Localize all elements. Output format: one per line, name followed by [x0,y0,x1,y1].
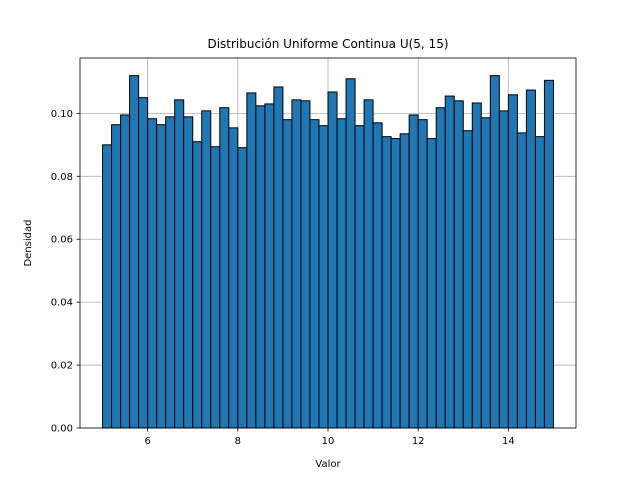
histogram-bar [507,94,518,429]
histogram-bar [372,122,383,429]
histogram-bar [237,147,248,429]
histogram-bar [102,144,113,429]
histogram-bar [408,114,419,429]
y-tick-label: 0.04 [51,298,73,309]
chart-title: Distribución Uniforme Continua U(5, 15) [207,37,448,51]
histogram-bar [300,100,311,429]
histogram-bar [210,146,221,429]
histogram-bar [255,105,266,429]
histogram-bar [291,99,302,429]
histogram-bar [345,78,356,429]
x-axis-label: Valor [315,459,341,470]
x-tick-label: 6 [144,436,150,447]
histogram-bar [156,124,167,429]
y-tick-label: 0.00 [51,424,73,435]
x-axis-ticks: 6 8 10 12 14 [144,428,515,447]
histogram-bar [327,91,338,429]
histogram-bar [390,138,401,429]
histogram-bar [399,133,410,429]
histogram-bar [165,116,176,429]
x-tick-label: 12 [412,436,425,447]
histogram-bar [147,118,158,429]
histogram-bar [471,102,482,429]
x-tick-label: 14 [502,436,515,447]
histogram-bar [516,132,527,429]
histogram-bar [426,138,437,429]
histogram-bar [417,119,428,429]
y-axis-ticks: 0.00 0.02 0.04 0.06 0.08 0.10 [51,109,80,435]
histogram-bar [453,100,464,429]
histogram-bar [183,116,194,429]
histogram-bar [480,117,491,429]
y-axis-label: Densidad [23,219,34,266]
histogram-bar [435,107,446,429]
histogram-bar [264,103,275,429]
histogram-bar [282,119,293,429]
histogram-bar [462,130,473,429]
histogram-bar [543,79,554,429]
histogram-bar [525,89,536,429]
histogram-bar [273,86,284,429]
y-tick-label: 0.10 [51,109,73,120]
y-tick-label: 0.06 [51,235,73,246]
histogram-bar [534,136,545,429]
histogram-bar [138,97,149,429]
histogram-bar [129,75,140,429]
histogram-bar [336,118,347,429]
histogram-bar [363,99,374,429]
histogram-bar [498,110,509,429]
histogram-bar [174,99,185,429]
x-tick-label: 8 [235,436,241,447]
histogram-bar [489,75,500,429]
histogram-bar [318,125,329,429]
histogram-bar [381,136,392,429]
histogram-bar [192,141,203,429]
histogram-bar [309,119,320,429]
histogram-bar [219,107,230,429]
histogram-bar [201,110,212,429]
x-tick-label: 10 [322,436,335,447]
histogram-bar [354,125,365,429]
histogram-bar [228,127,239,429]
histogram-bar [444,95,455,429]
histogram-bar [120,114,131,429]
histogram-bar [111,124,122,429]
y-tick-label: 0.02 [51,361,73,372]
histogram-bars [102,75,554,429]
histogram-bar [246,92,257,429]
y-tick-label: 0.08 [51,172,73,183]
